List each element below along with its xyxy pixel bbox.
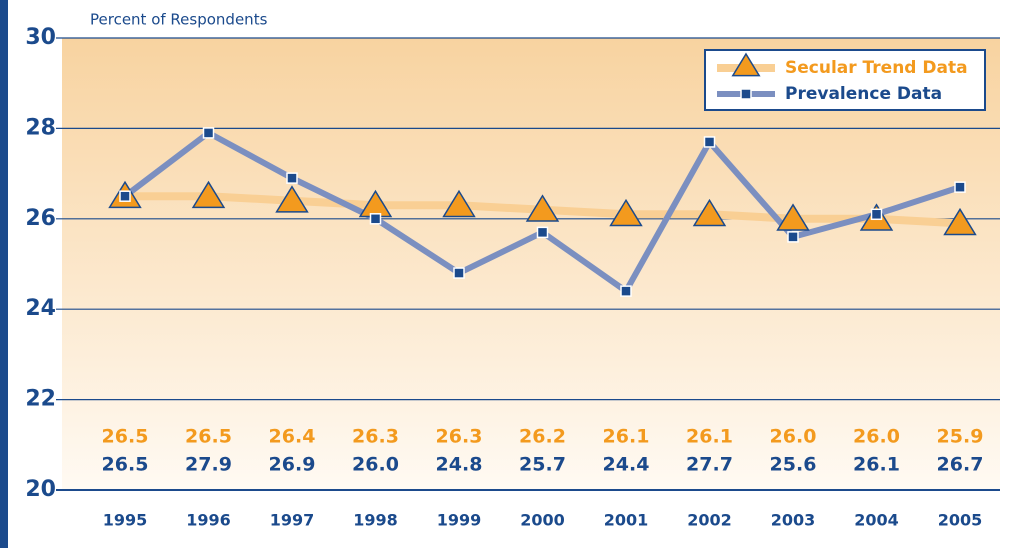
triangle-marker	[776, 203, 810, 231]
data-label: 26.3	[436, 426, 483, 448]
data-label: 25.9	[937, 426, 984, 448]
y-tick-label: 28	[25, 115, 56, 140]
data-label: 26.2	[519, 426, 566, 448]
square-marker	[286, 172, 298, 184]
square-marker	[369, 213, 382, 225]
y-tick-label: 24	[25, 296, 56, 321]
square-marker	[703, 136, 716, 148]
data-label: 26.0	[352, 454, 399, 476]
data-label: 26.1	[853, 454, 900, 476]
square-marker	[620, 285, 632, 297]
triangle-marker	[525, 194, 560, 222]
data-label: 26.5	[185, 426, 232, 448]
data-label: 26.5	[102, 426, 149, 448]
data-label: 26.4	[269, 426, 316, 448]
data-label: 27.7	[686, 454, 733, 476]
legend-marker	[740, 88, 752, 100]
data-label: 25.6	[770, 454, 817, 476]
triangle-marker	[943, 207, 977, 236]
x-tick-label: 1997	[270, 511, 315, 530]
y-tick-label: 20	[25, 477, 56, 502]
data-label: 26.0	[770, 426, 817, 448]
y-tick-label: 30	[25, 25, 56, 50]
triangle-marker	[275, 185, 309, 213]
plot-area	[62, 38, 1000, 490]
data-label: 26.1	[603, 426, 650, 448]
data-label: 24.8	[436, 454, 483, 476]
data-label: 24.4	[603, 454, 650, 476]
data-label: 27.9	[185, 454, 232, 476]
triangle-marker	[609, 198, 643, 227]
data-label: 26.7	[937, 454, 984, 476]
triangle-marker	[692, 198, 727, 227]
x-tick-label: 1995	[103, 511, 148, 530]
data-label: 26.5	[102, 454, 149, 476]
legend-box	[704, 49, 986, 111]
x-tick-label: 1996	[186, 511, 231, 530]
square-marker	[202, 127, 215, 139]
data-label: 26.1	[686, 426, 733, 448]
square-marker	[870, 208, 883, 221]
y-tick-label: 22	[25, 387, 56, 412]
x-tick-label: 2005	[938, 511, 983, 530]
square-marker	[954, 181, 966, 193]
data-label: 26.3	[352, 426, 399, 448]
data-label: 25.7	[519, 454, 566, 476]
x-tick-label: 2003	[771, 511, 816, 530]
data-label: 26.0	[853, 426, 900, 448]
x-tick-label: 2000	[520, 511, 565, 530]
x-tick-label: 2002	[687, 511, 732, 530]
triangle-marker	[191, 180, 226, 209]
x-tick-label: 1999	[437, 511, 482, 530]
triangle-marker	[442, 189, 476, 218]
legend-label: Prevalence Data	[785, 84, 942, 104]
legend-marker	[731, 52, 761, 77]
data-label: 26.9	[269, 454, 316, 476]
legend-label: Secular Trend Data	[785, 58, 968, 78]
x-tick-label: 2004	[854, 511, 899, 530]
x-tick-label: 1998	[353, 511, 398, 530]
square-marker	[119, 190, 131, 202]
side-bar	[0, 0, 8, 548]
x-tick-label: 2001	[604, 511, 649, 530]
square-marker	[536, 226, 549, 239]
y-tick-label: 26	[25, 206, 56, 231]
y-axis-label: Percent of Respondents	[90, 11, 268, 29]
square-marker	[787, 231, 799, 243]
square-marker	[453, 267, 465, 279]
